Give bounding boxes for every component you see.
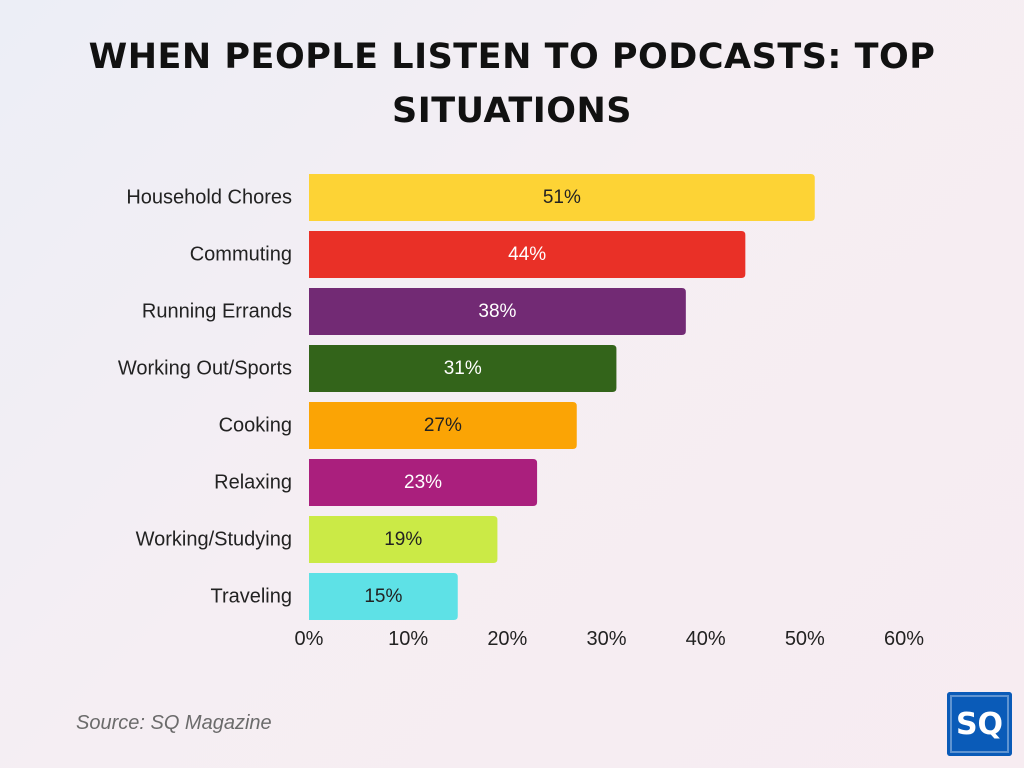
bar [309, 345, 617, 392]
bar [309, 288, 686, 335]
category-label: Working/Studying [136, 529, 292, 551]
x-tick-label: 0% [295, 628, 324, 650]
data-label: 19% [384, 529, 422, 550]
bar [309, 573, 458, 620]
bar [309, 402, 577, 449]
x-tick-label: 20% [487, 628, 527, 650]
data-label: 31% [444, 358, 482, 379]
x-tick-label: 30% [586, 628, 626, 650]
chart-title: WHEN PEOPLE LISTEN TO PODCASTS: TOP SITU… [88, 37, 936, 131]
bar [309, 459, 538, 506]
data-label: 51% [543, 187, 581, 208]
source-note: Source: SQ Magazine [76, 712, 272, 734]
category-label: Running Errands [142, 301, 292, 323]
category-label: Relaxing [214, 472, 292, 494]
category-label: Household Chores [126, 187, 292, 209]
data-label: 15% [364, 586, 402, 607]
logo-text: SQ [955, 706, 1004, 742]
data-label: 38% [478, 301, 516, 322]
bar [309, 516, 498, 563]
category-label: Cooking [219, 415, 292, 437]
x-tick-label: 40% [686, 628, 726, 650]
bar [309, 174, 815, 221]
x-tick-label: 50% [785, 628, 825, 650]
data-label: 44% [508, 244, 546, 265]
data-label: 23% [404, 472, 442, 493]
category-label: Commuting [190, 244, 292, 266]
data-label: 27% [424, 415, 462, 436]
category-label: Working Out/Sports [118, 358, 292, 380]
category-label: Traveling [210, 586, 292, 608]
brand-logo: SQ [947, 692, 1012, 756]
x-tick-label: 10% [388, 628, 428, 650]
bar [309, 231, 746, 278]
x-tick-label: 60% [884, 628, 924, 650]
